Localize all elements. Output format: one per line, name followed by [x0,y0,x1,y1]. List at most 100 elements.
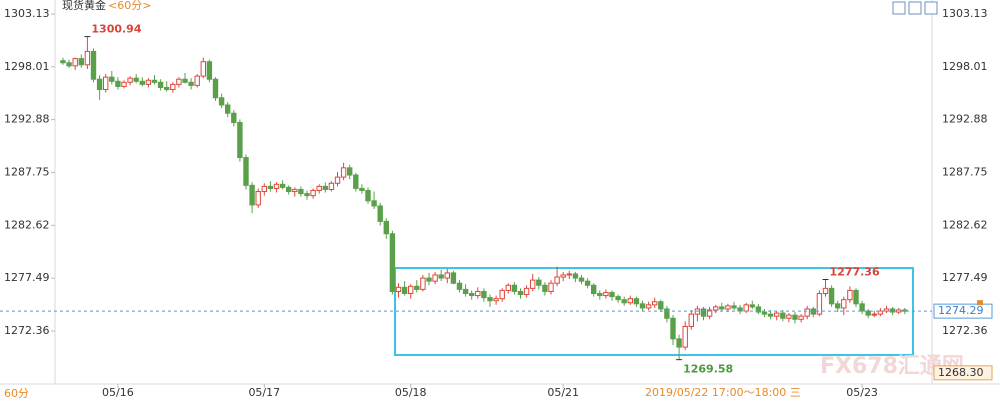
candle-body [627,298,633,304]
candle-body [481,290,487,299]
candle-body [90,50,97,80]
candle-body [560,274,566,278]
candle-body [212,78,219,99]
candle-body [438,274,444,279]
candle-body [66,62,72,67]
candle-body [688,313,694,327]
candle-body [279,183,286,188]
candle-body [261,185,268,193]
candle-body [231,112,237,123]
candle-body [633,298,640,305]
cursor-value-box [933,365,993,381]
candle-body [72,58,78,67]
candle-body [835,303,841,309]
candle-body [609,291,615,298]
candle-body [554,276,560,284]
candle-body [334,176,341,184]
candle-body [658,301,664,310]
candle-body [218,97,225,106]
toolbar-button[interactable] [892,1,906,15]
candle-body [347,167,353,176]
toolbar-button[interactable] [908,1,922,15]
candle-body [725,305,731,310]
x-tick-label: 05/17 [248,386,280,399]
candle-body [426,277,432,282]
candle-body [151,79,158,83]
y-tick-label: 1298.01 [4,60,50,73]
candle-body [96,78,103,91]
candle-body [493,298,499,302]
period-label[interactable]: 60分 [4,387,29,400]
candle-body [798,315,804,320]
candle-body [767,313,774,317]
candle-body [456,282,463,290]
candle-body [475,290,481,297]
candle-body [731,305,737,309]
candle-body [572,273,579,279]
toolbar-button[interactable] [924,1,938,15]
candle-body [322,185,329,190]
candle-body [408,285,414,295]
candle-body [749,304,755,308]
candle-body [853,289,859,305]
candle-body [84,50,91,66]
candle-body [652,301,658,306]
candle-body [645,304,652,309]
candle-body [877,310,884,315]
candle-body [822,287,829,295]
candle-body [243,157,249,186]
candle-body [889,308,896,313]
candle-body [664,308,670,319]
candle-body [316,185,322,191]
candle-body [871,313,877,316]
extreme-label: 1300.94 [91,23,141,36]
candle-body [536,279,542,286]
candle-body [103,76,109,91]
last-price-marker [977,300,983,306]
candle-body [469,293,475,297]
candle-body [615,296,621,301]
candle-body [841,299,847,309]
candle-body [206,61,213,80]
candle-body [109,76,115,82]
candle-body [78,58,84,66]
candle-body [371,200,377,207]
candle-body [621,299,627,304]
candle-body [682,325,688,348]
candle-body [383,220,390,235]
candle-body [304,193,310,197]
candle-body [164,86,170,91]
y-tick-label: 1272.36 [4,324,50,337]
candle-body [591,284,597,295]
candle-body [286,186,292,193]
y2-tick-label: 1292.88 [942,113,988,126]
x-tick-label: 05/23 [846,386,878,399]
candle-body [700,308,707,317]
chart-subtitle: <60分> [108,0,151,12]
candle-body [804,308,810,317]
x-tick-label: 05/16 [102,386,134,399]
candle-body [761,311,768,315]
candle-body [902,309,908,312]
candle-body [774,312,780,317]
candle-body [499,289,505,300]
cursor-value-label: 1268.30 [938,366,984,379]
candle-body [292,188,298,193]
candle-body [145,79,152,85]
y-tick-label: 1277.49 [4,271,50,284]
candle-body [395,286,402,292]
candle-body [584,280,591,286]
y2-tick-label: 1303.13 [942,7,988,20]
candle-body [676,338,682,348]
candle-body [597,293,603,297]
candle-body [133,77,139,82]
candle-body [365,189,371,202]
y-tick-label: 1303.13 [4,7,50,20]
candle-body [377,205,383,222]
candle-body [127,77,133,83]
candle-body [225,104,231,114]
candle-body [828,287,835,305]
